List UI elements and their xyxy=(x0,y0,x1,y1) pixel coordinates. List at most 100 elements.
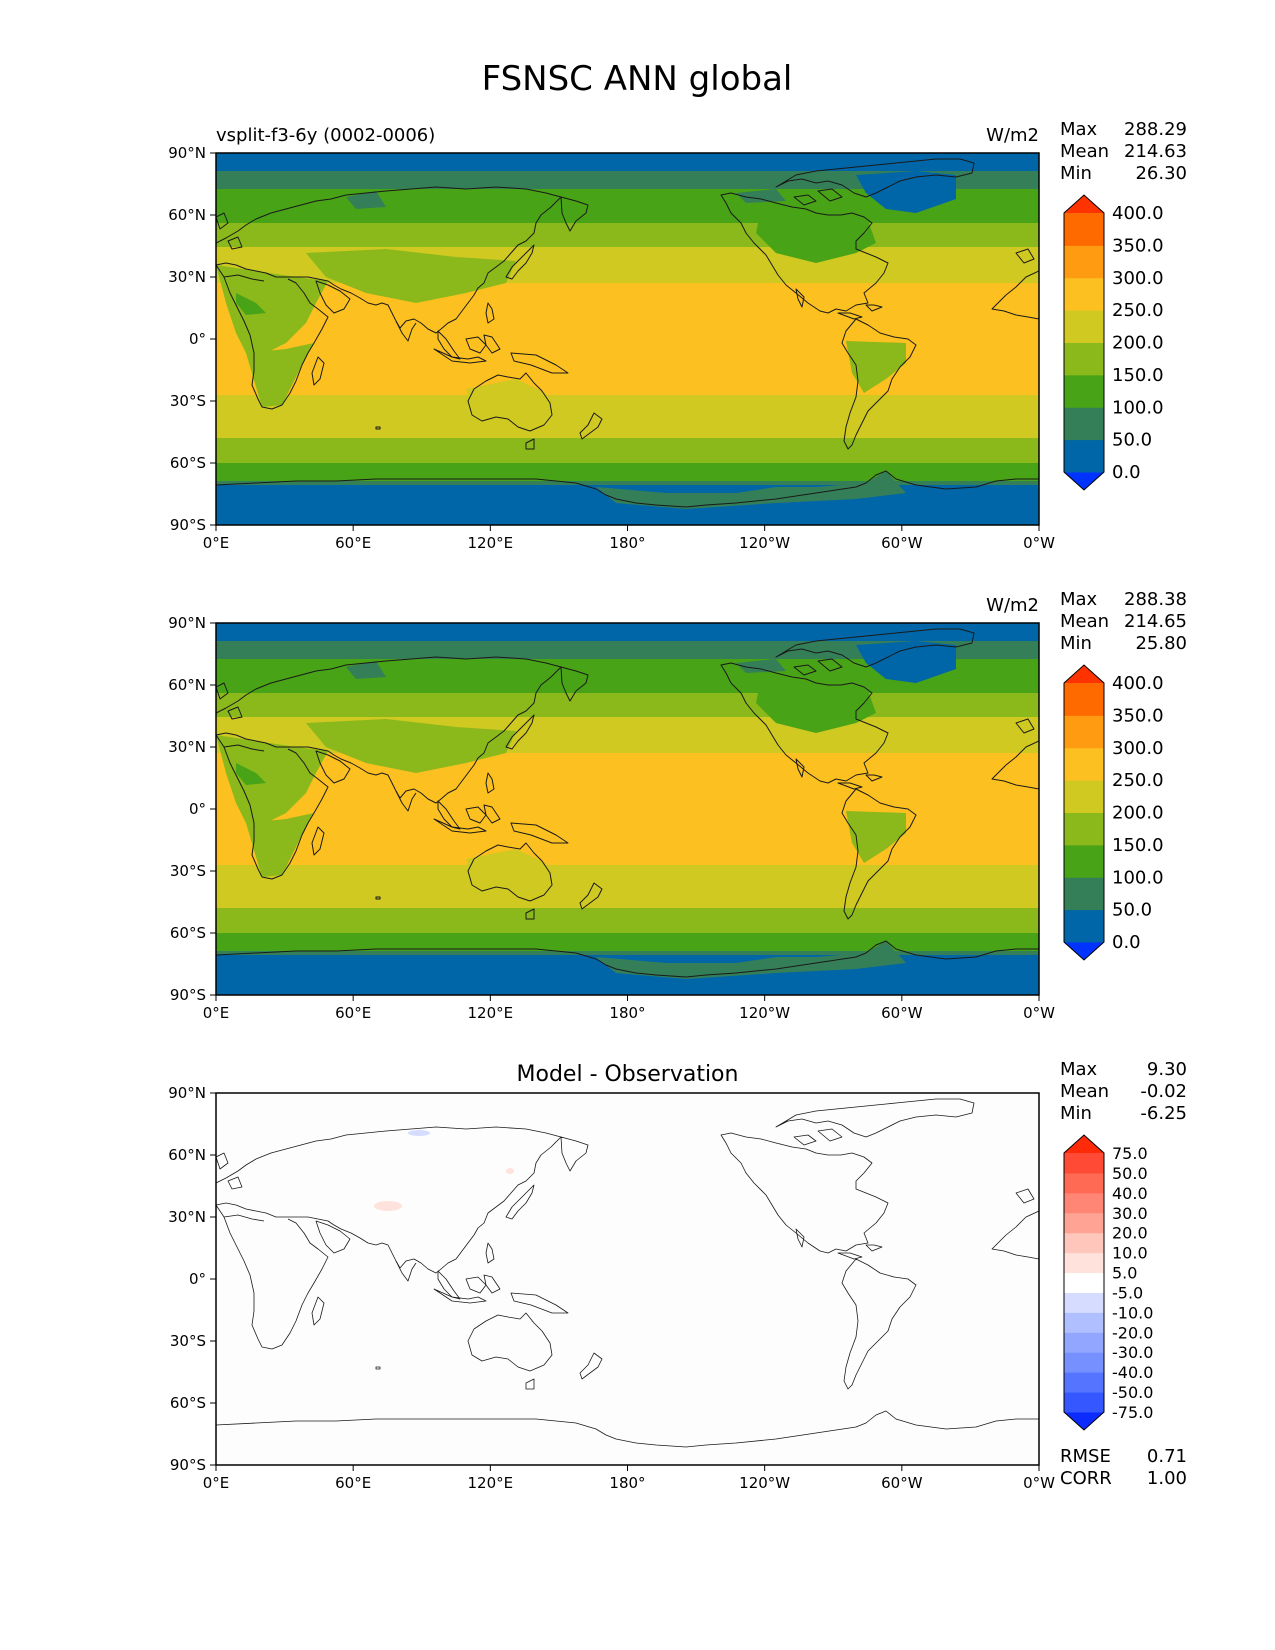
stat-value: 9.30 xyxy=(1147,1059,1187,1080)
panel-left-title: vsplit-f3-6y (0002-0006) xyxy=(216,125,435,146)
field-band xyxy=(216,153,1039,171)
colorbar-swatch xyxy=(1064,1332,1104,1353)
metric-label: CORR xyxy=(1060,1468,1112,1489)
colorbar-extend-low xyxy=(1064,1412,1104,1430)
colorbar-tick-label: 20.0 xyxy=(1112,1224,1148,1243)
lon-tick-label: 180° xyxy=(609,1004,645,1022)
field-patch xyxy=(466,379,550,427)
colorbar-swatch xyxy=(1064,1153,1104,1174)
panel-difference: 0°E 60°E 120°E 180° 120°W 60°W 0°W 90°N 60°N 30°N… xyxy=(168,1059,1187,1492)
lon-tick-label: 60°E xyxy=(335,1474,371,1492)
colorbar-reference: 0.0 50.0 100.0 150.0 200.0 250.0 300.0 350.0 400… xyxy=(1063,664,1164,961)
colorbar-tick-label: 300.0 xyxy=(1112,738,1164,759)
lat-tick-label: 30°N xyxy=(168,738,206,756)
colorbar-tick-label: 200.0 xyxy=(1112,803,1164,824)
panel-reference: 0°E 60°E 120°E 180° 120°W 60°W 0°W 90°N 60°N 30°N… xyxy=(168,589,1187,1022)
field-band xyxy=(216,623,1039,641)
field-patch xyxy=(216,265,328,353)
stat-label: Min xyxy=(1060,163,1092,184)
panel-units: W/m2 xyxy=(986,595,1039,616)
panel-units: W/m2 xyxy=(986,125,1039,146)
colorbar-swatch xyxy=(1064,1292,1104,1313)
colorbar-swatch xyxy=(1064,1192,1104,1214)
lon-tick-label: 180° xyxy=(609,1474,645,1492)
field-patch xyxy=(306,719,516,773)
colorbar-tick-label: 50.0 xyxy=(1112,900,1152,921)
colorbar-extend-low xyxy=(1064,472,1104,490)
colorbar-tick-label: 40.0 xyxy=(1112,1184,1148,1203)
lon-tick-label: 0°W xyxy=(1023,1004,1055,1022)
field-patch xyxy=(846,811,906,863)
field-patch xyxy=(374,1201,402,1211)
lat-tick-label: 30°N xyxy=(168,268,206,286)
lat-tick-label: 30°S xyxy=(170,862,206,880)
field-band xyxy=(216,641,1039,659)
field-band xyxy=(216,395,1039,438)
field-patch xyxy=(466,849,550,897)
field-patch xyxy=(408,1130,430,1136)
stat-label: Mean xyxy=(1060,141,1109,162)
lat-tick-label: 30°N xyxy=(168,1208,206,1226)
lon-tick-label: 120°W xyxy=(739,1474,790,1492)
lat-tick-label: 90°S xyxy=(170,1456,206,1474)
colorbar-swatch xyxy=(1064,683,1104,716)
field-band xyxy=(216,171,1039,189)
colorbar-tick-label: 50.0 xyxy=(1112,430,1152,451)
colorbar-tick-label: -50.0 xyxy=(1112,1383,1153,1402)
colorbar-tick-label: 0.0 xyxy=(1112,932,1141,953)
figure-title: FSNSC ANN global xyxy=(482,59,793,99)
field-patch xyxy=(756,209,876,263)
colorbar-outline xyxy=(1063,664,1105,961)
colorbar-swatch xyxy=(1064,812,1104,846)
colorbar-swatch xyxy=(1064,213,1104,246)
stat-value: 26.30 xyxy=(1135,163,1187,184)
colorbar-difference: -75.0-50.0-40.0-30.0-20.0-10.0-5.05.010.… xyxy=(1063,1134,1153,1431)
colorbar-tick-label: 350.0 xyxy=(1112,705,1164,726)
colorbar-tick-label: 300.0 xyxy=(1112,268,1164,289)
metric-value: 1.00 xyxy=(1147,1468,1187,1489)
colorbar-swatch xyxy=(1064,374,1104,408)
lon-tick-label: 60°E xyxy=(335,1004,371,1022)
lat-tick-label: 60°S xyxy=(170,454,206,472)
colorbar-swatch xyxy=(1064,1212,1104,1234)
colorbar-tick-label: 30.0 xyxy=(1112,1204,1148,1223)
field-band xyxy=(216,693,1039,717)
colorbar-swatch xyxy=(1064,439,1104,473)
lat-tick-label: 90°N xyxy=(168,144,206,162)
stat-label: Mean xyxy=(1060,1081,1109,1102)
colorbar-tick-label: -40.0 xyxy=(1112,1363,1153,1382)
field-band xyxy=(216,438,1039,463)
colorbar-tick-label: 250.0 xyxy=(1112,770,1164,791)
field-patch xyxy=(246,813,314,877)
panel-center-title: Model - Observation xyxy=(517,1062,739,1087)
colorbar-swatch xyxy=(1064,407,1104,441)
lon-tick-label: 0°E xyxy=(203,1474,230,1492)
colorbar-swatch xyxy=(1064,245,1104,279)
lat-tick-label: 90°S xyxy=(170,516,206,534)
colorbar-tick-label: 250.0 xyxy=(1112,300,1164,321)
field-patch xyxy=(366,443,546,457)
field-patch xyxy=(346,191,386,209)
lat-tick-label: 90°N xyxy=(168,614,206,632)
colorbar-extend-high xyxy=(1064,665,1104,683)
field-patch xyxy=(596,471,906,509)
field-band xyxy=(216,865,1039,908)
colorbar-swatch xyxy=(1064,747,1104,781)
colorbar-tick-label: 400.0 xyxy=(1112,673,1164,694)
colorbar-swatch xyxy=(1064,1252,1104,1274)
colorbar-swatch xyxy=(1064,1392,1104,1413)
colorbar-tick-label: -5.0 xyxy=(1112,1283,1143,1302)
colorbar-swatch xyxy=(1064,1372,1104,1393)
colorbar-swatch xyxy=(1064,780,1104,813)
colorbar-tick-label: 150.0 xyxy=(1112,365,1164,386)
lat-tick-label: 60°N xyxy=(168,676,206,694)
colorbar-tick-label: 350.0 xyxy=(1112,235,1164,256)
field-band xyxy=(216,463,1039,481)
field-patch xyxy=(506,1168,514,1174)
field-band xyxy=(216,223,1039,247)
lat-tick-label: 60°N xyxy=(168,1146,206,1164)
lon-tick-label: 0°W xyxy=(1023,534,1055,552)
field-band xyxy=(216,933,1039,951)
stat-label: Max xyxy=(1060,119,1098,140)
